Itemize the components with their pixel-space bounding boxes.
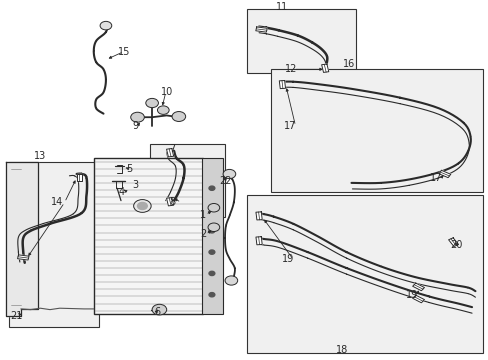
Bar bbox=[149, 144, 224, 217]
Circle shape bbox=[207, 203, 219, 212]
Circle shape bbox=[223, 170, 235, 179]
Text: 9: 9 bbox=[132, 121, 138, 131]
Circle shape bbox=[152, 304, 166, 315]
Text: 22: 22 bbox=[218, 176, 231, 186]
Polygon shape bbox=[18, 255, 29, 260]
Circle shape bbox=[208, 250, 214, 254]
Circle shape bbox=[224, 276, 237, 285]
Polygon shape bbox=[166, 198, 173, 206]
Text: 13: 13 bbox=[34, 151, 46, 161]
Polygon shape bbox=[255, 27, 267, 32]
Text: 10: 10 bbox=[160, 87, 172, 97]
Polygon shape bbox=[412, 295, 424, 303]
Bar bbox=[94, 158, 203, 314]
Polygon shape bbox=[166, 149, 173, 157]
Circle shape bbox=[172, 112, 185, 121]
Circle shape bbox=[137, 202, 147, 210]
Text: 17: 17 bbox=[429, 172, 442, 183]
Circle shape bbox=[208, 293, 214, 297]
Text: 12: 12 bbox=[284, 64, 296, 74]
Polygon shape bbox=[6, 162, 38, 316]
Text: 1: 1 bbox=[200, 210, 206, 220]
Circle shape bbox=[133, 199, 151, 212]
Text: 19: 19 bbox=[406, 290, 418, 300]
Polygon shape bbox=[76, 174, 81, 181]
Text: 15: 15 bbox=[118, 46, 130, 57]
Circle shape bbox=[100, 21, 112, 30]
Text: 18: 18 bbox=[335, 345, 347, 355]
Circle shape bbox=[130, 112, 144, 122]
Text: 16: 16 bbox=[342, 59, 354, 69]
Polygon shape bbox=[447, 238, 458, 247]
Bar bbox=[246, 9, 356, 73]
Text: 6: 6 bbox=[154, 307, 160, 318]
Bar bbox=[202, 158, 222, 314]
Circle shape bbox=[207, 223, 219, 231]
Text: 3: 3 bbox=[132, 180, 138, 190]
Bar bbox=[107, 174, 159, 217]
Polygon shape bbox=[255, 237, 262, 245]
Polygon shape bbox=[321, 64, 328, 72]
Bar bbox=[9, 162, 99, 327]
Text: 4: 4 bbox=[119, 187, 125, 197]
Circle shape bbox=[145, 98, 158, 108]
Polygon shape bbox=[412, 283, 424, 291]
Text: 5: 5 bbox=[126, 164, 132, 174]
Text: 21: 21 bbox=[10, 311, 22, 321]
Text: 11: 11 bbox=[276, 2, 288, 12]
Circle shape bbox=[208, 271, 214, 275]
Text: 2: 2 bbox=[200, 229, 206, 239]
Bar bbox=[246, 195, 482, 353]
Text: 14: 14 bbox=[51, 197, 63, 207]
Text: 19: 19 bbox=[282, 254, 294, 264]
Text: 17: 17 bbox=[283, 121, 295, 131]
Circle shape bbox=[208, 229, 214, 233]
Circle shape bbox=[208, 186, 214, 190]
Text: 7: 7 bbox=[169, 144, 175, 154]
Polygon shape bbox=[255, 212, 262, 220]
Circle shape bbox=[157, 106, 169, 114]
Text: 20: 20 bbox=[449, 240, 461, 250]
Polygon shape bbox=[438, 170, 450, 177]
Bar bbox=[271, 69, 482, 192]
Text: 8: 8 bbox=[169, 197, 175, 207]
Polygon shape bbox=[279, 81, 285, 89]
Circle shape bbox=[208, 206, 214, 210]
